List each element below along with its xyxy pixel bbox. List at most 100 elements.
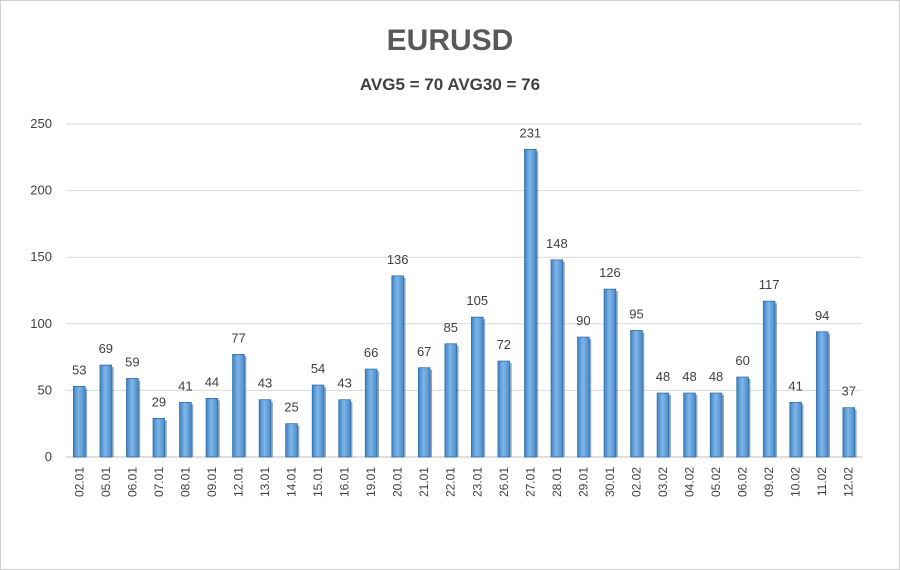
x-tick-label: 22.01 (444, 467, 458, 497)
data-label: 41 (788, 378, 802, 393)
bar (258, 399, 272, 458)
data-label: 72 (497, 337, 511, 352)
bar (683, 392, 696, 458)
chart-title: EURUSD (386, 24, 514, 57)
bar (126, 378, 139, 458)
bar (285, 423, 298, 458)
data-label: 69 (99, 341, 113, 356)
x-tick-label: 14.01 (285, 467, 299, 497)
bar (603, 288, 617, 458)
bar (417, 367, 431, 458)
x-tick-label: 06.01 (125, 467, 139, 497)
bars (73, 148, 857, 458)
chart-subtitle: AVG5 = 70 AVG30 = 76 (359, 75, 541, 94)
bar (577, 336, 590, 458)
data-label: 67 (417, 344, 431, 359)
data-label: 59 (125, 354, 139, 369)
x-axis: 02.01 05.01 06.01 07.01 08.01 09.01 12.01 13.01… (72, 467, 855, 497)
bar (232, 354, 245, 458)
x-tick-label: 05.02 (709, 467, 723, 497)
y-tick-label: 50 (38, 382, 52, 397)
y-tick-label: 250 (30, 116, 52, 131)
y-tick-label: 0 (45, 449, 52, 464)
data-label: 41 (178, 378, 192, 393)
data-label: 95 (629, 306, 643, 321)
bar (736, 376, 749, 458)
data-label: 43 (337, 376, 351, 391)
bar (444, 343, 457, 458)
x-tick-label: 15.01 (311, 467, 325, 497)
data-label: 148 (546, 236, 568, 251)
data-label: 60 (735, 353, 749, 368)
data-label: 48 (709, 369, 723, 384)
x-tick-label: 12.01 (231, 467, 245, 497)
data-label: 77 (231, 330, 245, 345)
x-tick-label: 07.01 (152, 467, 166, 497)
x-tick-label: 23.01 (470, 467, 484, 497)
x-tick-label: 27.01 (523, 467, 537, 497)
x-tick-label: 20.01 (391, 467, 405, 497)
bar (497, 360, 511, 458)
data-label: 29 (152, 394, 166, 409)
data-label: 54 (311, 361, 325, 376)
bar (99, 364, 113, 458)
x-tick-label: 16.01 (338, 467, 352, 497)
bar (524, 148, 537, 458)
x-tick-label: 09.02 (762, 467, 776, 497)
x-tick-label: 04.02 (683, 467, 697, 497)
data-label: 48 (682, 369, 696, 384)
x-tick-label: 11.02 (815, 467, 829, 496)
x-tick-label: 09.01 (205, 467, 219, 497)
gridlines (66, 123, 862, 458)
bar (179, 401, 192, 458)
bar (762, 300, 776, 458)
data-label: 53 (72, 362, 86, 377)
y-tick-label: 150 (30, 249, 52, 264)
x-tick-label: 30.01 (603, 467, 617, 497)
x-tick-label: 06.02 (736, 467, 750, 497)
x-tick-label: 26.01 (497, 467, 511, 497)
data-label: 90 (576, 313, 590, 328)
x-tick-label: 03.02 (656, 467, 670, 497)
data-labels: 53 69 59 29 41 44 77 43 25 54 43 66 136 67 85 105 72 231 1… (72, 125, 856, 414)
x-tick-label: 05.01 (99, 467, 113, 497)
x-tick-label: 19.01 (364, 467, 378, 497)
x-tick-label: 28.01 (550, 467, 564, 497)
bar (152, 417, 166, 458)
data-label: 48 (656, 369, 670, 384)
data-label: 94 (815, 308, 829, 323)
bar (550, 259, 564, 458)
bar (815, 331, 829, 458)
bar (656, 392, 670, 458)
bar (73, 386, 86, 458)
x-tick-label: 21.01 (417, 467, 431, 497)
bar (789, 401, 802, 458)
x-tick-label: 13.01 (258, 467, 272, 497)
bar (471, 316, 484, 458)
bar (311, 384, 325, 458)
bar (338, 399, 351, 458)
data-label: 105 (466, 293, 488, 308)
x-tick-label: 02.02 (629, 467, 643, 497)
bar (842, 407, 855, 458)
bar (709, 392, 723, 458)
data-label: 44 (205, 374, 219, 389)
data-label: 117 (759, 277, 780, 292)
bar (630, 330, 643, 458)
data-label: 231 (519, 125, 541, 140)
data-label: 37 (841, 384, 855, 399)
data-label: 25 (284, 400, 298, 415)
x-tick-label: 08.01 (178, 467, 192, 497)
bar (364, 368, 378, 458)
data-label: 136 (387, 252, 409, 267)
x-tick-label: 29.01 (576, 467, 590, 497)
data-label: 85 (443, 320, 457, 335)
bar (391, 275, 404, 458)
x-tick-label: 02.01 (72, 467, 86, 497)
x-tick-label: 12.02 (842, 467, 856, 497)
data-label: 126 (599, 265, 621, 280)
y-tick-label: 200 (30, 183, 52, 198)
data-label: 43 (258, 376, 272, 391)
